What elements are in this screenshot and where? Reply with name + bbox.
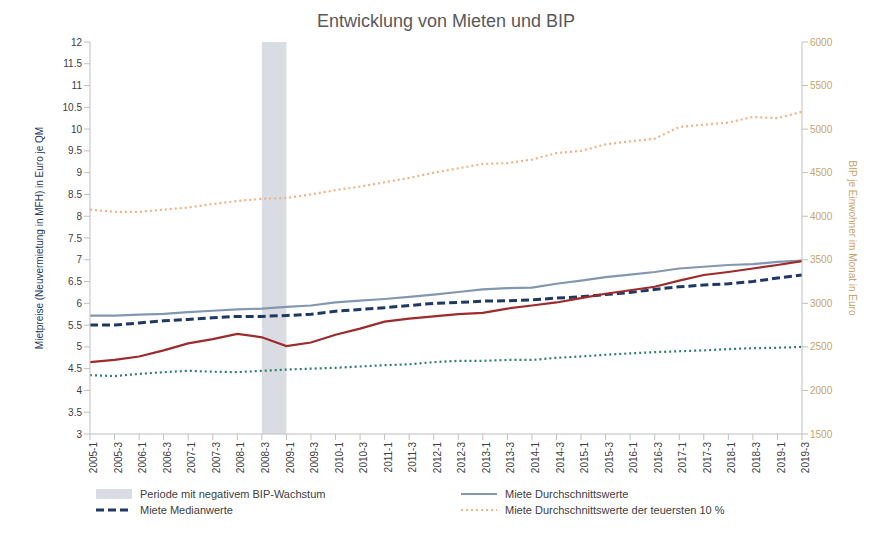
svg-text:5.5: 5.5 xyxy=(68,320,82,331)
svg-text:2010-3: 2010-3 xyxy=(358,442,369,474)
svg-text:2016-3: 2016-3 xyxy=(653,442,664,474)
svg-text:2006-3: 2006-3 xyxy=(162,442,173,474)
svg-text:2010-1: 2010-1 xyxy=(334,442,345,474)
svg-text:2018-1: 2018-1 xyxy=(726,442,737,474)
svg-text:2014-3: 2014-3 xyxy=(555,442,566,474)
svg-text:4.5: 4.5 xyxy=(68,363,82,374)
svg-text:2015-3: 2015-3 xyxy=(604,442,615,474)
svg-text:10: 10 xyxy=(71,124,83,135)
svg-text:2500: 2500 xyxy=(810,341,833,352)
svg-text:2017-3: 2017-3 xyxy=(702,442,713,474)
svg-text:6000: 6000 xyxy=(810,37,833,48)
svg-text:2019-1: 2019-1 xyxy=(776,442,787,474)
svg-text:2012-3: 2012-3 xyxy=(456,442,467,474)
svg-text:4: 4 xyxy=(76,385,82,396)
svg-text:11: 11 xyxy=(72,80,83,91)
svg-text:2018-3: 2018-3 xyxy=(751,442,762,474)
svg-text:3: 3 xyxy=(76,429,82,440)
svg-text:3.5: 3.5 xyxy=(68,407,82,418)
svg-text:2016-1: 2016-1 xyxy=(628,442,639,474)
svg-text:Mietpreise (Neuvermietung in M: Mietpreise (Neuvermietung in MFH) in Eur… xyxy=(34,127,45,349)
svg-text:2006-1: 2006-1 xyxy=(137,442,148,474)
svg-text:7: 7 xyxy=(76,254,82,265)
svg-text:2005-3: 2005-3 xyxy=(113,442,124,474)
svg-text:11.5: 11.5 xyxy=(63,58,82,69)
svg-text:4500: 4500 xyxy=(810,167,833,178)
svg-text:3500: 3500 xyxy=(810,254,833,265)
svg-text:2019-3: 2019-3 xyxy=(800,442,811,474)
html-text:Entwicklung von Mieten und BIP: Entwicklung von Mieten und BIP xyxy=(316,11,576,31)
svg-text:6.5: 6.5 xyxy=(68,276,82,287)
svg-text:2000: 2000 xyxy=(810,385,833,396)
svg-text:10.5: 10.5 xyxy=(63,102,83,113)
svg-text:9.5: 9.5 xyxy=(68,145,82,156)
svg-text:2011-3: 2011-3 xyxy=(407,442,418,473)
html-text:Miete Durchschnittswerte: Miete Durchschnittswerte xyxy=(505,488,629,500)
svg-text:5000: 5000 xyxy=(810,124,833,135)
svg-text:2011-1: 2011-1 xyxy=(383,442,394,473)
svg-text:2017-1: 2017-1 xyxy=(677,442,688,474)
svg-text:2007-3: 2007-3 xyxy=(211,442,222,474)
html-text:Miete Medianwerte: Miete Medianwerte xyxy=(140,504,233,516)
svg-text:2009-3: 2009-3 xyxy=(309,442,320,474)
svg-text:2012-1: 2012-1 xyxy=(432,442,443,474)
svg-text:2008-3: 2008-3 xyxy=(260,442,271,474)
svg-text:2008-1: 2008-1 xyxy=(235,442,246,474)
svg-text:4000: 4000 xyxy=(810,211,833,222)
svg-text:2009-1: 2009-1 xyxy=(285,442,296,474)
svg-text:8: 8 xyxy=(76,211,82,222)
html-text:Miete Durchschnittswerte der t: Miete Durchschnittswerte der teuersten 1… xyxy=(505,504,725,516)
svg-text:7.5: 7.5 xyxy=(68,233,82,244)
svg-text:8.5: 8.5 xyxy=(68,189,82,200)
svg-text:3000: 3000 xyxy=(810,298,833,309)
svg-text:2007-1: 2007-1 xyxy=(186,442,197,474)
svg-text:2013-1: 2013-1 xyxy=(481,442,492,474)
svg-text:2005-1: 2005-1 xyxy=(88,442,99,474)
svg-text:2015-1: 2015-1 xyxy=(579,442,590,474)
svg-text:2014-1: 2014-1 xyxy=(530,442,541,474)
svg-text:BIP je Einwohner im Monat in E: BIP je Einwohner im Monat in Euro xyxy=(847,161,858,316)
html-text:Periode mit negativem BIP-Wach: Periode mit negativem BIP-Wachstum xyxy=(140,488,326,500)
svg-text:6: 6 xyxy=(76,298,82,309)
svg-text:1500: 1500 xyxy=(810,429,833,440)
svg-text:5: 5 xyxy=(76,341,82,352)
svg-text:5500: 5500 xyxy=(810,80,833,91)
svg-text:9: 9 xyxy=(76,167,82,178)
svg-text:12: 12 xyxy=(71,37,83,48)
svg-text:2013-3: 2013-3 xyxy=(505,442,516,474)
